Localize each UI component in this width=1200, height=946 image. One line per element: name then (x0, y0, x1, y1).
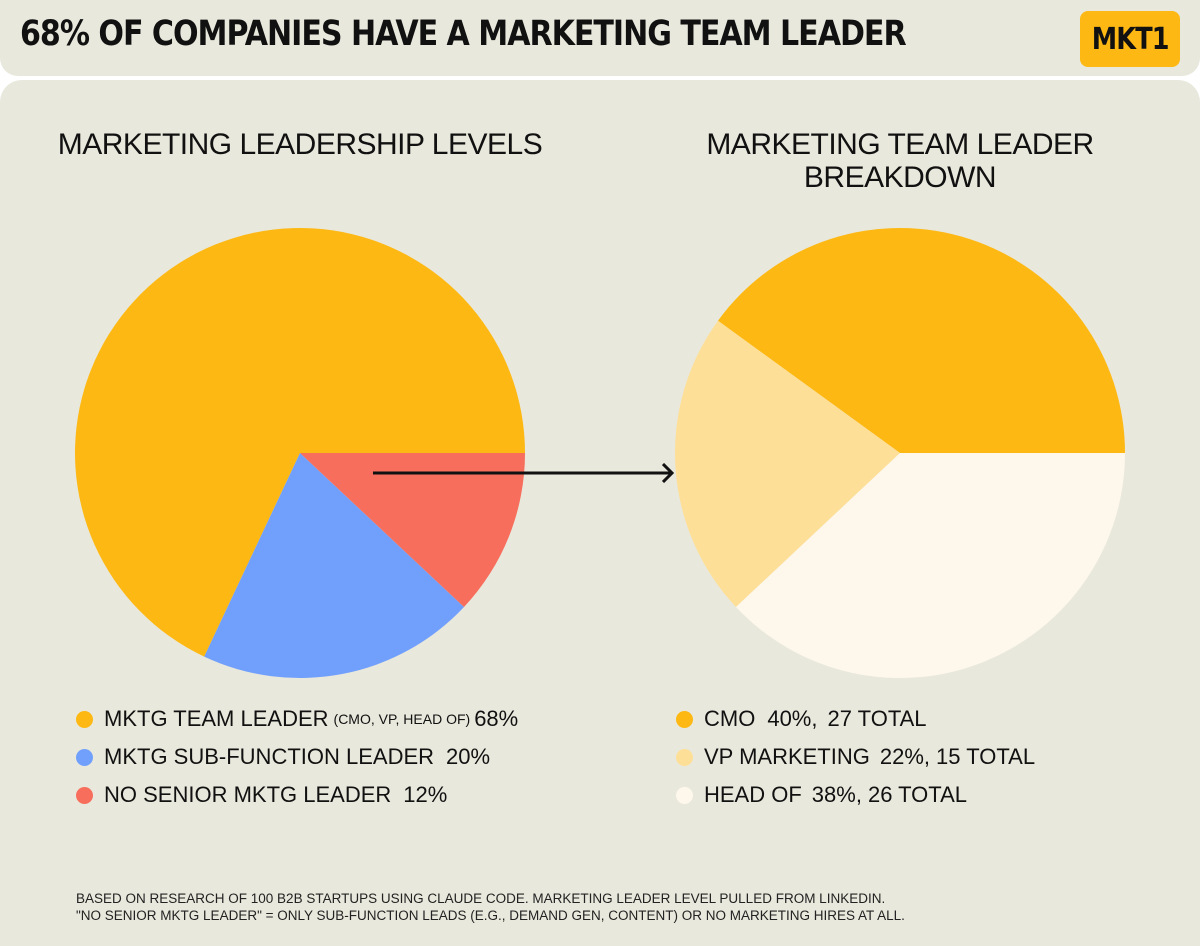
headline: 68% OF COMPANIES HAVE A MARKETING TEAM L… (20, 14, 907, 54)
yellow-dot-icon (76, 710, 93, 728)
left-pie-slice-mktg-team-leader (75, 227, 526, 657)
footnote: BASED ON RESEARCH OF 100 B2B STARTUPS US… (76, 890, 905, 924)
legend-value: 22%, (879, 744, 931, 769)
footnote-line-2: "NO SENIOR MKTG LEADER" = ONLY SUB-FUNCT… (76, 908, 905, 923)
legend-value: 20% (446, 744, 491, 769)
right-pie-slice-head-of (735, 453, 1125, 678)
footnote-line-1: BASED ON RESEARCH OF 100 B2B STARTUPS US… (76, 891, 886, 906)
right-pie-slice-cmo (717, 228, 1125, 453)
blue-dot-icon (76, 748, 93, 766)
legend-item-team-leader: MKTG TEAM LEADER (CMO, VP, HEAD OF) 68% (76, 700, 518, 738)
left-legend: MKTG TEAM LEADER (CMO, VP, HEAD OF) 68% … (76, 700, 518, 814)
pie-right (675, 228, 1125, 678)
yellow-dot-icon (676, 710, 693, 728)
mkt1-logo: MKT1 (1080, 11, 1180, 67)
legend-total: 15 TOTAL (936, 744, 1036, 769)
red-dot-icon (76, 786, 93, 804)
legend-item-head-of: HEAD OF 38%, 26 TOTAL (676, 776, 1035, 814)
legend-label: MKTG TEAM LEADER (104, 706, 329, 731)
legend-label: HEAD OF (704, 782, 802, 807)
legend-value: 40%, (767, 706, 818, 731)
legend-label: CMO (704, 706, 756, 731)
legend-label: VP MARKETING (704, 744, 870, 769)
legend-label: NO SENIOR MKTG LEADER (104, 782, 392, 807)
legend-item-no-senior-leader: NO SENIOR MKTG LEADER 12% (76, 776, 518, 814)
right-chart-title: MARKETING TEAM LEADER BREAKDOWN (706, 128, 1094, 194)
legend-value: 38%, (811, 782, 862, 807)
cream-dot-icon (676, 786, 693, 804)
pie-left (75, 227, 526, 678)
right-pie-slice-vp-marketing (675, 320, 900, 608)
legend-item-sub-function-leader: MKTG SUB-FUNCTION LEADER 20% (76, 738, 518, 776)
left-pie-slice-mktg-sub-function-leader (204, 453, 465, 678)
legend-value: 12% (403, 782, 448, 807)
legend-label: MKTG SUB-FUNCTION LEADER (104, 744, 435, 769)
legend-value: 68% (474, 706, 519, 731)
header-bar: 68% OF COMPANIES HAVE A MARKETING TEAM L… (0, 0, 1200, 76)
right-legend: CMO 40%, 27 TOTAL VP MARKETING 22%, 15 T… (676, 700, 1035, 814)
legend-note: (CMO, VP, HEAD OF) (333, 711, 471, 727)
left-pie-slice-no-senior-mktg-leader (300, 453, 525, 608)
logo-text: MKT1 (1091, 21, 1170, 57)
left-chart-title: MARKETING LEADERSHIP LEVELS (57, 128, 543, 161)
legend-total: 26 TOTAL (867, 782, 968, 807)
legend-item-vp-marketing: VP MARKETING 22%, 15 TOTAL (676, 738, 1035, 776)
legend-item-cmo: CMO 40%, 27 TOTAL (676, 700, 1035, 738)
legend-total: 27 TOTAL (827, 706, 927, 731)
light-yellow-dot-icon (676, 748, 693, 766)
